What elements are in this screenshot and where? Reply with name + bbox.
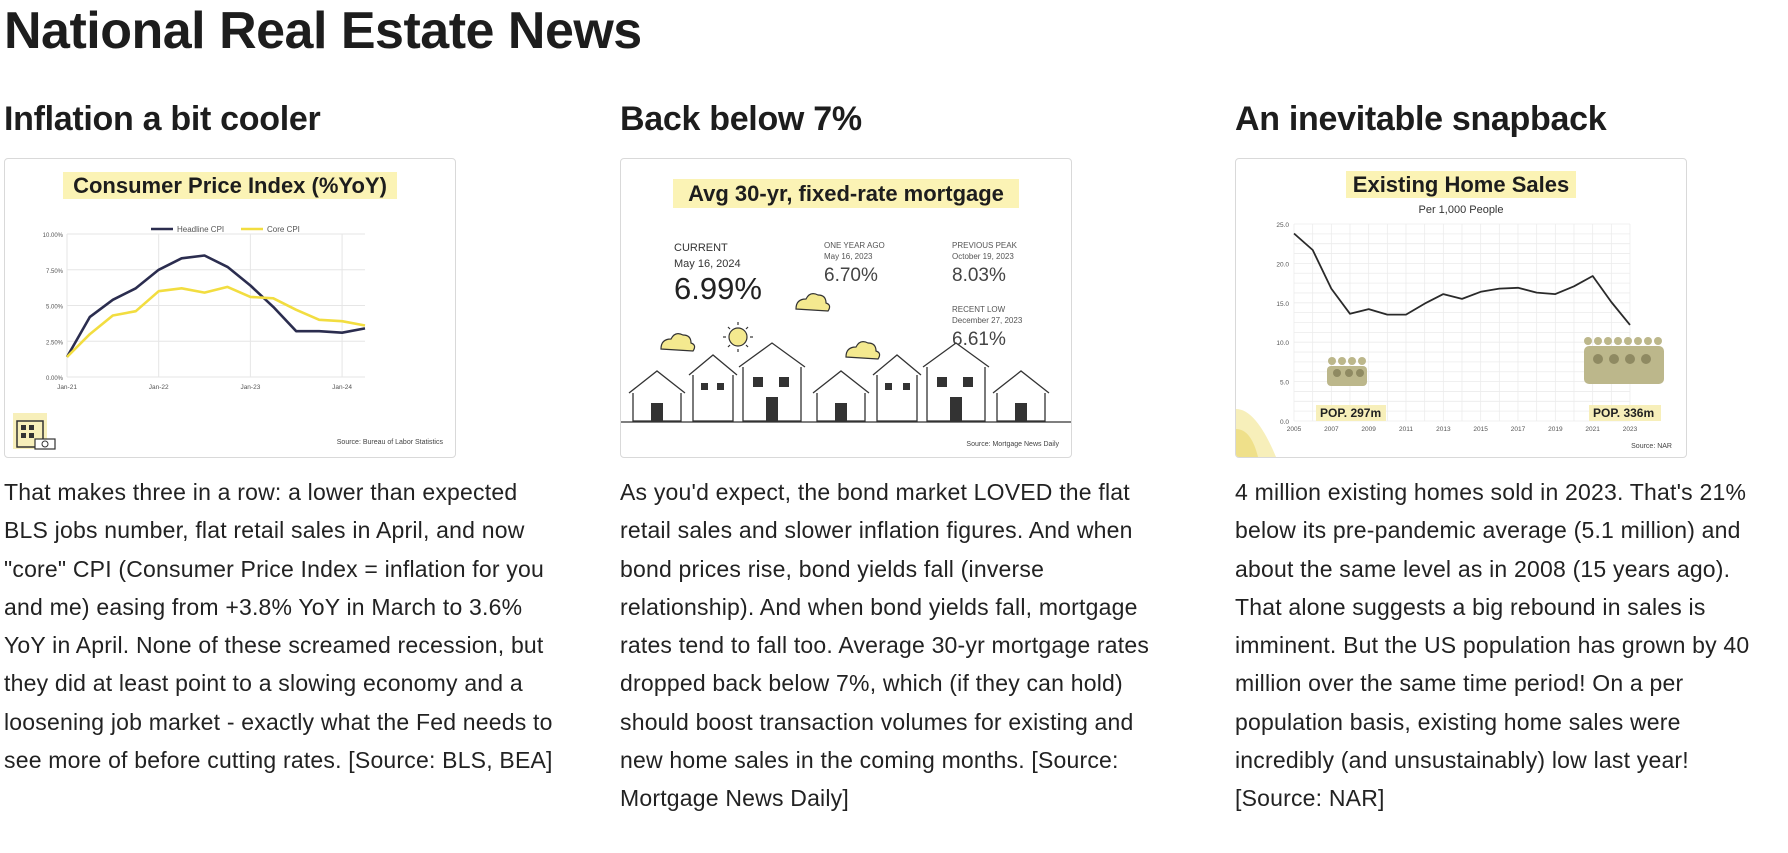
sun-icon [723, 322, 753, 352]
year-ago-date: May 16, 2023 [824, 252, 873, 261]
y-tick-label: 0.0 [1280, 419, 1289, 426]
cpi-series-line [66, 285, 366, 358]
chart-subtitle: Per 1,000 People [1418, 204, 1503, 216]
y-tick-label: 10.00% [43, 233, 64, 239]
article-heading: Inflation a bit cooler [4, 100, 321, 138]
year-ago-rate: 6.70% [824, 265, 878, 286]
x-tick-label: 2007 [1324, 426, 1339, 433]
chart-source: Source: NAR [1631, 443, 1672, 450]
pop-label-bg-right [1589, 405, 1661, 421]
pop-label-bg-left [1316, 405, 1386, 421]
x-tick-label: 2023 [1623, 426, 1638, 433]
peak-date: October 19, 2023 [952, 252, 1014, 261]
year-ago-label: ONE YEAR AGO [824, 241, 885, 250]
article-inflation: Inflation a bit cooler Consumer Price In… [4, 96, 552, 773]
y-tick-label: 15.0 [1276, 301, 1289, 308]
x-tick-label: Jan-24 [332, 384, 352, 391]
x-tick-label: Jan-22 [149, 384, 169, 391]
y-tick-label: 20.0 [1276, 261, 1289, 268]
y-tick-label: 10.0 [1276, 340, 1289, 347]
low-rate: 6.61% [952, 329, 1006, 350]
chart-title: Consumer Price Index (%YoY) [73, 173, 387, 198]
current-date: May 16, 2024 [674, 258, 741, 270]
legend-label-headline: Headline CPI [177, 225, 224, 234]
low-date: December 27, 2023 [952, 316, 1023, 325]
sales-series-line [1293, 232, 1631, 326]
card-title: Avg 30-yr, fixed-rate mortgage [688, 181, 1004, 206]
x-tick-label: 2019 [1548, 426, 1563, 433]
x-tick-label: 2013 [1436, 426, 1451, 433]
article-body: That makes three in a row: a lower than … [4, 479, 553, 774]
card-source: Source: Mortgage News Daily [966, 441, 1059, 448]
legend-label-core: Core CPI [267, 225, 300, 234]
article-home-sales: An inevitable snapback Existing Home Sal… [1235, 96, 1749, 811]
corner-decoration-inner [1236, 429, 1258, 457]
article-heading: Back below 7% [620, 100, 862, 138]
building-icon [13, 413, 56, 450]
mortgage-card: Avg 30-yr, fixed-rate mortgage CURRENT M… [620, 158, 1072, 458]
people-group-icon-left [1327, 357, 1367, 386]
home-sales-chart-card: Existing Home Sales Per 1,000 People 0.0… [1235, 158, 1687, 458]
y-tick-label: 25.0 [1276, 222, 1289, 229]
cpi-chart-card: Consumer Price Index (%YoY) Headline CPI… [4, 158, 456, 458]
current-label: CURRENT [674, 242, 728, 254]
mortgage-infographic: Avg 30-yr, fixed-rate mortgage CURRENT M… [621, 179, 1071, 448]
title-highlight [673, 179, 1019, 208]
x-tick-label: 2009 [1361, 426, 1376, 433]
y-tick-label: 2.50% [46, 340, 64, 346]
cloud-icon [660, 293, 881, 360]
cpi-series-line [65, 254, 366, 358]
chart-title: Existing Home Sales [1353, 172, 1569, 197]
people-group-icon-right [1584, 337, 1664, 384]
low-label: RECENT LOW [952, 305, 1006, 314]
y-tick-label: 5.0 [1280, 380, 1289, 387]
article-body: 4 million existing homes sold in 2023. T… [1235, 479, 1750, 812]
article-heading: An inevitable snapback [1235, 100, 1607, 138]
x-tick-label: 2011 [1399, 426, 1413, 433]
x-tick-label: 2005 [1287, 426, 1302, 433]
cpi-chart: Consumer Price Index (%YoY) Headline CPI… [13, 172, 444, 450]
x-tick-label: 2021 [1585, 426, 1600, 433]
article-body: As you'd expect, the bond market LOVED t… [620, 479, 1150, 812]
chart-source: Source: Bureau of Labor Statistics [337, 439, 444, 446]
x-tick-label: 2015 [1473, 426, 1488, 433]
article-mortgage: Back below 7% Avg 30-yr, fixed-rate mort… [620, 96, 1149, 811]
pop-label-left: POP. 297m [1320, 406, 1381, 420]
x-tick-label: Jan-23 [240, 384, 260, 391]
title-highlight [1346, 171, 1576, 198]
title-highlight [63, 172, 397, 199]
pop-label-right: POP. 336m [1593, 406, 1654, 420]
home-sales-chart: Existing Home Sales Per 1,000 People 0.0… [1236, 171, 1672, 457]
peak-rate: 8.03% [952, 265, 1006, 286]
page-title: National Real Estate News [4, 2, 642, 60]
y-tick-label: 7.50% [46, 269, 64, 275]
current-rate: 6.99% [674, 271, 762, 306]
y-tick-label: 5.00% [46, 305, 64, 311]
x-tick-label: Jan-21 [57, 384, 77, 391]
x-tick-label: 2017 [1511, 426, 1526, 433]
y-tick-label: 0.00% [46, 376, 64, 382]
peak-label: PREVIOUS PEAK [952, 241, 1018, 250]
